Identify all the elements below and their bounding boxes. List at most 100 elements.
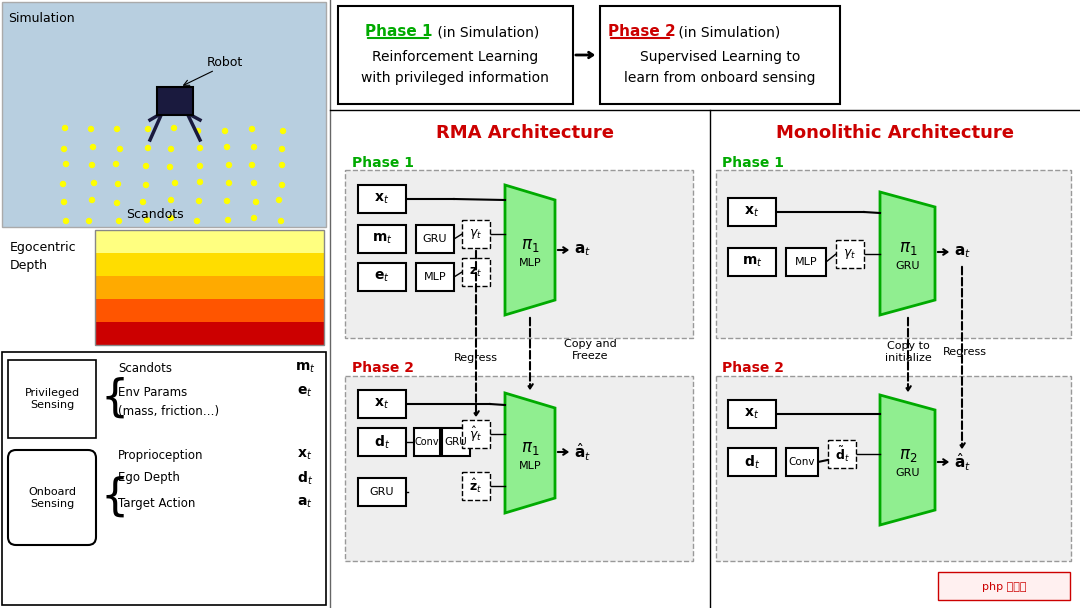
Circle shape (249, 162, 255, 167)
FancyBboxPatch shape (462, 220, 490, 248)
Text: $\pi_1$: $\pi_1$ (521, 439, 539, 457)
FancyBboxPatch shape (357, 185, 406, 213)
Text: $\mathbf{x}_t$: $\mathbf{x}_t$ (375, 192, 390, 206)
Text: $\mathbf{a}_t$: $\mathbf{a}_t$ (297, 496, 313, 510)
Text: $\mathbf{x}_t$: $\mathbf{x}_t$ (297, 448, 312, 462)
FancyBboxPatch shape (95, 299, 324, 322)
Text: MLP: MLP (795, 257, 818, 267)
Text: php 中文网: php 中文网 (982, 582, 1026, 592)
Text: Monolithic Architecture: Monolithic Architecture (777, 124, 1014, 142)
Text: Reinforcement Learning: Reinforcement Learning (372, 50, 538, 64)
Text: Egocentric: Egocentric (10, 241, 77, 255)
Circle shape (62, 147, 67, 151)
Circle shape (280, 162, 284, 167)
Text: $\hat{\mathbf{z}}_t$: $\hat{\mathbf{z}}_t$ (470, 477, 483, 495)
FancyBboxPatch shape (95, 322, 324, 345)
Polygon shape (880, 395, 935, 525)
Circle shape (198, 164, 203, 168)
Text: $\mathbf{a}_t$: $\mathbf{a}_t$ (573, 242, 591, 258)
Circle shape (146, 126, 150, 131)
Text: $\pi_1$: $\pi_1$ (899, 239, 917, 257)
FancyBboxPatch shape (728, 448, 777, 476)
Circle shape (60, 182, 66, 187)
FancyBboxPatch shape (716, 170, 1071, 338)
Circle shape (167, 165, 173, 170)
FancyBboxPatch shape (357, 263, 406, 291)
Text: Phase 2: Phase 2 (608, 24, 676, 40)
Circle shape (145, 218, 149, 223)
FancyBboxPatch shape (157, 87, 193, 115)
Polygon shape (505, 185, 555, 315)
Text: Scandots: Scandots (118, 362, 172, 375)
Text: GRU: GRU (422, 234, 447, 244)
Circle shape (281, 128, 285, 134)
Circle shape (194, 218, 200, 224)
Circle shape (222, 128, 228, 134)
Circle shape (252, 145, 257, 150)
Text: learn from onboard sensing: learn from onboard sensing (624, 71, 815, 85)
Circle shape (172, 125, 176, 131)
Text: (mass, friction…): (mass, friction…) (118, 404, 219, 418)
FancyBboxPatch shape (416, 263, 454, 291)
Circle shape (90, 198, 95, 202)
Circle shape (173, 181, 177, 185)
Text: Supervised Learning to: Supervised Learning to (639, 50, 800, 64)
Text: Phase 1: Phase 1 (365, 24, 432, 40)
Text: Ego Depth: Ego Depth (118, 471, 180, 485)
FancyBboxPatch shape (357, 390, 406, 418)
Text: (in Simulation): (in Simulation) (433, 25, 539, 39)
Text: $\mathbf{x}_t$: $\mathbf{x}_t$ (744, 407, 759, 421)
FancyBboxPatch shape (8, 450, 96, 545)
Polygon shape (880, 192, 935, 315)
FancyBboxPatch shape (828, 440, 856, 468)
FancyBboxPatch shape (416, 225, 454, 253)
Text: MLP: MLP (423, 272, 446, 282)
Circle shape (168, 147, 174, 151)
Text: RMA Architecture: RMA Architecture (436, 124, 615, 142)
Text: Phase 1: Phase 1 (352, 156, 414, 170)
Text: $\mathbf{m}_t$: $\mathbf{m}_t$ (295, 361, 315, 375)
Circle shape (62, 199, 67, 204)
Circle shape (146, 145, 150, 151)
Text: Proprioception: Proprioception (118, 449, 203, 461)
Text: Conv: Conv (788, 457, 815, 467)
Circle shape (113, 162, 119, 167)
Circle shape (225, 198, 229, 204)
Text: Regress: Regress (943, 347, 987, 357)
Circle shape (276, 198, 282, 202)
FancyBboxPatch shape (2, 2, 326, 227)
Circle shape (252, 181, 257, 185)
Text: $\hat{\mathbf{a}}_t$: $\hat{\mathbf{a}}_t$ (954, 451, 971, 473)
FancyBboxPatch shape (462, 472, 490, 500)
Circle shape (91, 145, 95, 150)
Text: Env Params: Env Params (118, 385, 187, 398)
Text: $\gamma_t$: $\gamma_t$ (470, 227, 483, 241)
Circle shape (64, 218, 68, 224)
Text: Phase 2: Phase 2 (352, 361, 414, 375)
Circle shape (198, 145, 203, 151)
Circle shape (114, 126, 120, 131)
Circle shape (254, 199, 258, 204)
Circle shape (63, 125, 67, 131)
Text: $\tilde{\mathbf{d}}_t$: $\tilde{\mathbf{d}}_t$ (835, 444, 849, 464)
Text: $\mathbf{z}_t$: $\mathbf{z}_t$ (470, 266, 483, 278)
FancyBboxPatch shape (836, 240, 864, 268)
FancyBboxPatch shape (442, 428, 470, 456)
Circle shape (89, 126, 94, 131)
Circle shape (197, 198, 202, 204)
Text: $\mathbf{m}_t$: $\mathbf{m}_t$ (742, 255, 762, 269)
Circle shape (168, 215, 174, 221)
Text: GRU: GRU (895, 261, 920, 271)
Circle shape (90, 162, 95, 167)
Text: $\gamma_t$: $\gamma_t$ (843, 247, 856, 261)
Text: $\mathbf{e}_t$: $\mathbf{e}_t$ (374, 270, 390, 284)
Text: Phase 2: Phase 2 (723, 361, 784, 375)
Text: with privileged information: with privileged information (361, 71, 549, 85)
FancyBboxPatch shape (728, 198, 777, 226)
Text: Privileged
Sensing: Privileged Sensing (25, 388, 80, 410)
FancyBboxPatch shape (357, 225, 406, 253)
Circle shape (140, 199, 146, 204)
Text: Conv: Conv (415, 437, 440, 447)
FancyBboxPatch shape (345, 376, 693, 561)
Text: $\mathbf{a}_t$: $\mathbf{a}_t$ (954, 244, 971, 260)
